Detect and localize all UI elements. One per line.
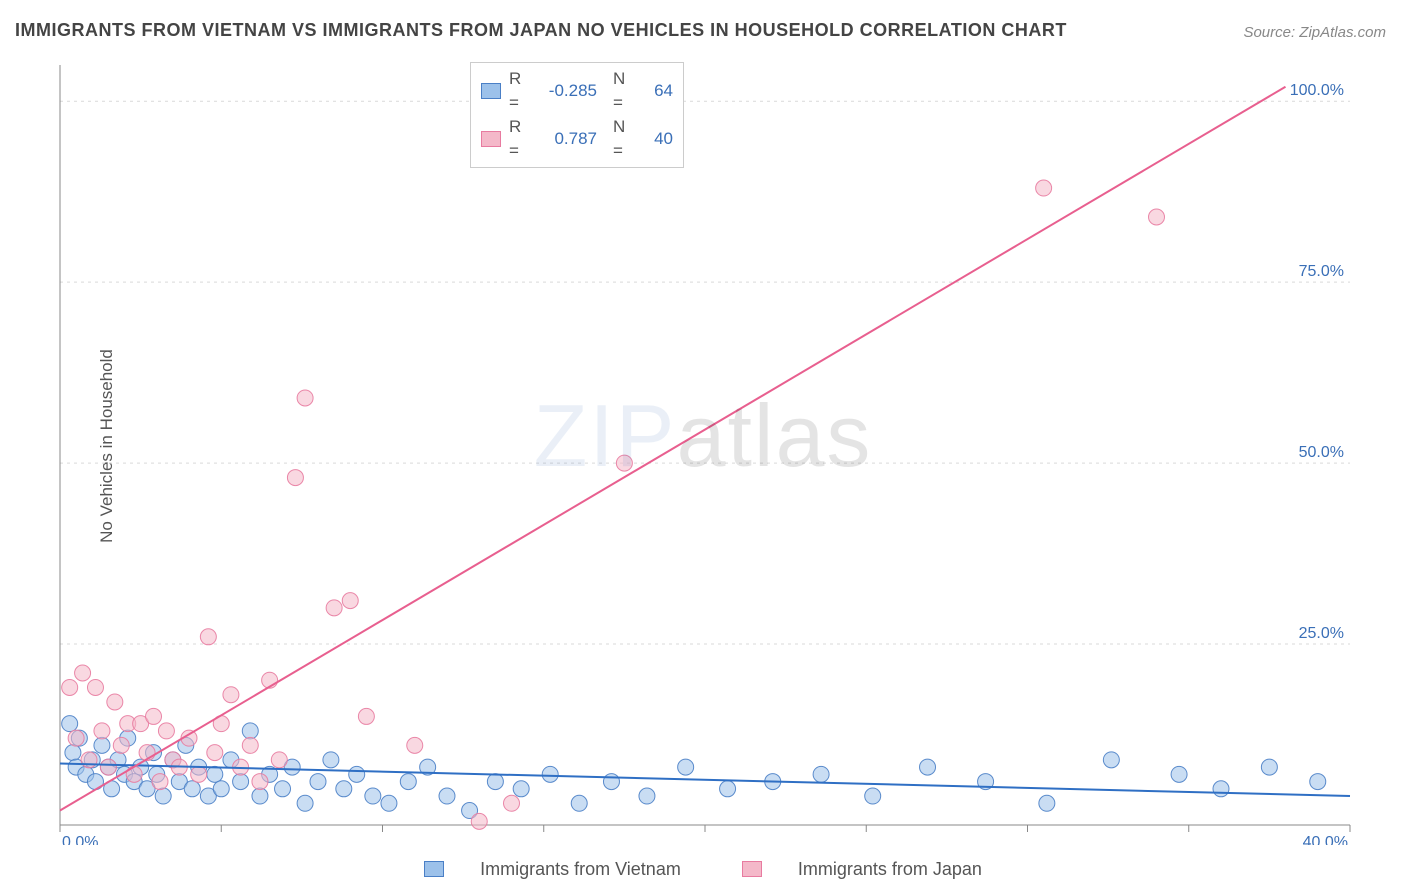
- r-value-japan: 0.787: [541, 127, 597, 151]
- swatch-japan: [481, 131, 501, 147]
- legend-row-vietnam: R = -0.285 N = 64: [481, 67, 673, 115]
- swatch-japan: [742, 861, 762, 877]
- svg-text:75.0%: 75.0%: [1299, 263, 1344, 280]
- correlation-legend: R = -0.285 N = 64 R = 0.787 N = 40: [470, 62, 684, 168]
- series-legend: Immigrants from Vietnam Immigrants from …: [0, 859, 1406, 883]
- chart-title: IMMIGRANTS FROM VIETNAM VS IMMIGRANTS FR…: [15, 20, 1067, 41]
- n-label: N =: [613, 67, 637, 115]
- svg-text:0.0%: 0.0%: [62, 834, 98, 845]
- legend-item-japan: Immigrants from Japan: [728, 859, 996, 880]
- correlation-scatter-chart: 25.0% 50.0% 75.0% 100.0% 0.0% 40.0%: [50, 55, 1390, 845]
- svg-text:100.0%: 100.0%: [1290, 82, 1344, 99]
- swatch-vietnam: [481, 83, 501, 99]
- svg-text:25.0%: 25.0%: [1299, 625, 1344, 642]
- n-value-vietnam: 64: [645, 79, 673, 103]
- source-attribution: Source: ZipAtlas.com: [1243, 24, 1386, 41]
- svg-text:50.0%: 50.0%: [1299, 444, 1344, 461]
- n-label: N =: [613, 115, 637, 163]
- r-label: R =: [509, 67, 533, 115]
- legend-label-vietnam: Immigrants from Vietnam: [480, 859, 681, 880]
- legend-item-vietnam: Immigrants from Vietnam: [410, 859, 695, 880]
- r-value-vietnam: -0.285: [541, 79, 597, 103]
- r-label: R =: [509, 115, 533, 163]
- svg-text:40.0%: 40.0%: [1303, 834, 1348, 845]
- legend-row-japan: R = 0.787 N = 40: [481, 115, 673, 163]
- legend-label-japan: Immigrants from Japan: [798, 859, 982, 880]
- n-value-japan: 40: [645, 127, 673, 151]
- swatch-vietnam: [424, 861, 444, 877]
